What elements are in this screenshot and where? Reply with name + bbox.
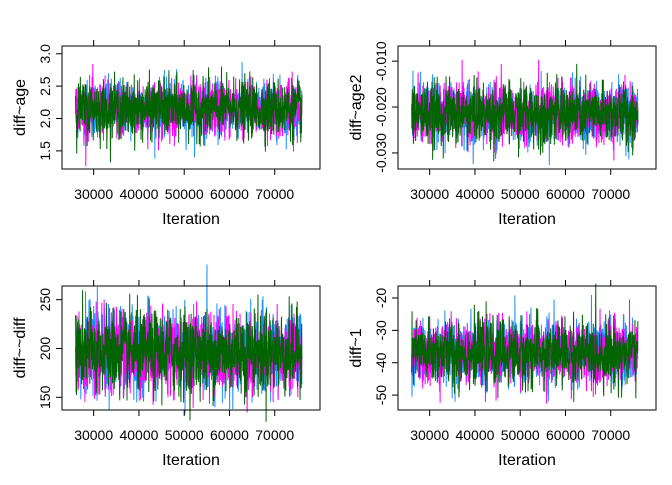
x-tick-label: 70000 xyxy=(255,427,294,443)
trace-line-chain-3 xyxy=(411,63,639,162)
y-tick-label: 2.0 xyxy=(37,109,53,129)
y-axis-label: diff~age2 xyxy=(348,74,365,140)
y-axis-label: diff~~diff xyxy=(12,317,29,378)
y-tick-label: -0.020 xyxy=(373,87,389,127)
trace-line-chain-3 xyxy=(75,66,303,163)
x-tick-label: 40000 xyxy=(119,427,158,443)
trace-line-chain-3 xyxy=(75,290,303,422)
x-tick-label: 50000 xyxy=(501,427,540,443)
panel-3: 30000 40000 50000 60000 70000 150 200 250 Iterat… xyxy=(12,264,321,469)
trace-line-chain-3 xyxy=(411,283,639,402)
y-tick-label: 250 xyxy=(37,288,53,312)
x-tick-label: 70000 xyxy=(591,186,630,202)
panel-4: 30000 40000 50000 60000 70000 -50 -40 -30 -20 Ite… xyxy=(348,280,657,469)
x-tick-label: 60000 xyxy=(546,186,585,202)
x-tick-label: 50000 xyxy=(165,427,204,443)
y-tick-label: 2.5 xyxy=(37,76,53,96)
y-axis-label: diff~1 xyxy=(348,328,365,367)
y-tick-label: -0.030 xyxy=(373,133,389,173)
x-axis-label: Iteration xyxy=(162,452,220,469)
y-axis-label: diff~age xyxy=(12,79,29,136)
x-axis-label: Iteration xyxy=(498,452,556,469)
x-axis-label: Iteration xyxy=(162,211,220,228)
x-tick-label: 60000 xyxy=(210,427,249,443)
x-tick-label: 30000 xyxy=(410,427,449,443)
y-tick-label: -50 xyxy=(373,385,389,405)
x-tick-label: 50000 xyxy=(501,186,540,202)
x-tick-label: 60000 xyxy=(546,427,585,443)
x-tick-label: 30000 xyxy=(74,186,113,202)
x-tick-label: 70000 xyxy=(255,186,294,202)
plot-frame xyxy=(61,45,321,170)
y-tick-label: 150 xyxy=(37,385,53,409)
x-tick-label: 40000 xyxy=(455,186,494,202)
panel-1: 30000 40000 50000 60000 70000 1.5 2.0 2.5 3.0 Ite… xyxy=(12,40,321,228)
y-tick-label: -20 xyxy=(373,288,389,308)
panel-2: 30000 40000 50000 60000 70000 -0.030 -0.020 -0.… xyxy=(348,40,657,228)
y-tick-label: 200 xyxy=(37,337,53,361)
x-tick-label: 30000 xyxy=(410,186,449,202)
x-tick-label: 60000 xyxy=(210,186,249,202)
x-axis-label: Iteration xyxy=(498,211,556,228)
plot-frame xyxy=(397,285,657,411)
x-tick-label: 30000 xyxy=(74,427,113,443)
y-tick-label: 1.5 xyxy=(37,141,53,161)
y-tick-label: -30 xyxy=(373,320,389,340)
x-tick-label: 40000 xyxy=(119,186,158,202)
y-tick-label: -40 xyxy=(373,352,389,372)
y-tick-label: 3.0 xyxy=(37,44,53,64)
x-tick-label: 50000 xyxy=(165,186,204,202)
x-tick-label: 40000 xyxy=(455,427,494,443)
y-tick-label: -0.010 xyxy=(373,41,389,81)
x-tick-label: 70000 xyxy=(591,427,630,443)
